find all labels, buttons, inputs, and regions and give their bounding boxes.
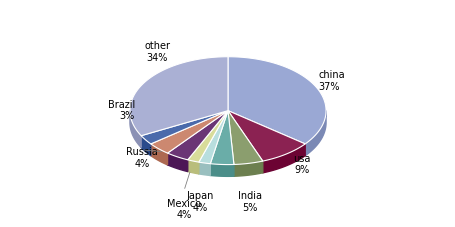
- Polygon shape: [198, 111, 228, 174]
- Polygon shape: [167, 111, 228, 160]
- Polygon shape: [210, 111, 228, 175]
- Text: other
34%: other 34%: [144, 41, 170, 63]
- Text: Russia
4%: Russia 4%: [126, 147, 157, 168]
- Text: Japan
4%: Japan 4%: [187, 191, 214, 213]
- Polygon shape: [167, 111, 228, 165]
- Polygon shape: [228, 111, 262, 173]
- Polygon shape: [198, 162, 210, 175]
- Polygon shape: [187, 111, 228, 172]
- Polygon shape: [228, 111, 304, 156]
- Text: Mexico
4%: Mexico 4%: [167, 199, 201, 220]
- Polygon shape: [141, 111, 228, 148]
- Polygon shape: [304, 111, 325, 156]
- Polygon shape: [130, 57, 228, 136]
- Text: India
5%: India 5%: [237, 191, 261, 213]
- Polygon shape: [141, 111, 228, 148]
- Polygon shape: [198, 111, 228, 164]
- Polygon shape: [167, 153, 187, 172]
- Polygon shape: [167, 111, 228, 165]
- Polygon shape: [151, 111, 228, 153]
- Polygon shape: [228, 111, 233, 176]
- Polygon shape: [228, 111, 304, 161]
- Polygon shape: [228, 57, 325, 144]
- Polygon shape: [187, 160, 198, 174]
- Polygon shape: [233, 161, 262, 176]
- Polygon shape: [228, 111, 262, 165]
- Polygon shape: [228, 111, 304, 156]
- Polygon shape: [151, 111, 228, 156]
- Polygon shape: [187, 111, 228, 172]
- Polygon shape: [187, 111, 228, 162]
- Polygon shape: [198, 111, 228, 174]
- Polygon shape: [228, 111, 262, 173]
- Polygon shape: [151, 111, 228, 156]
- Text: usa
9%: usa 9%: [292, 154, 309, 175]
- Polygon shape: [141, 136, 151, 156]
- Polygon shape: [151, 144, 167, 165]
- Polygon shape: [130, 111, 141, 148]
- Text: Brazil
3%: Brazil 3%: [107, 100, 135, 121]
- Text: china
37%: china 37%: [318, 70, 344, 92]
- Polygon shape: [141, 111, 228, 144]
- Polygon shape: [210, 164, 233, 176]
- Polygon shape: [262, 144, 304, 173]
- Polygon shape: [210, 111, 228, 175]
- Polygon shape: [228, 111, 233, 176]
- Polygon shape: [210, 111, 233, 165]
